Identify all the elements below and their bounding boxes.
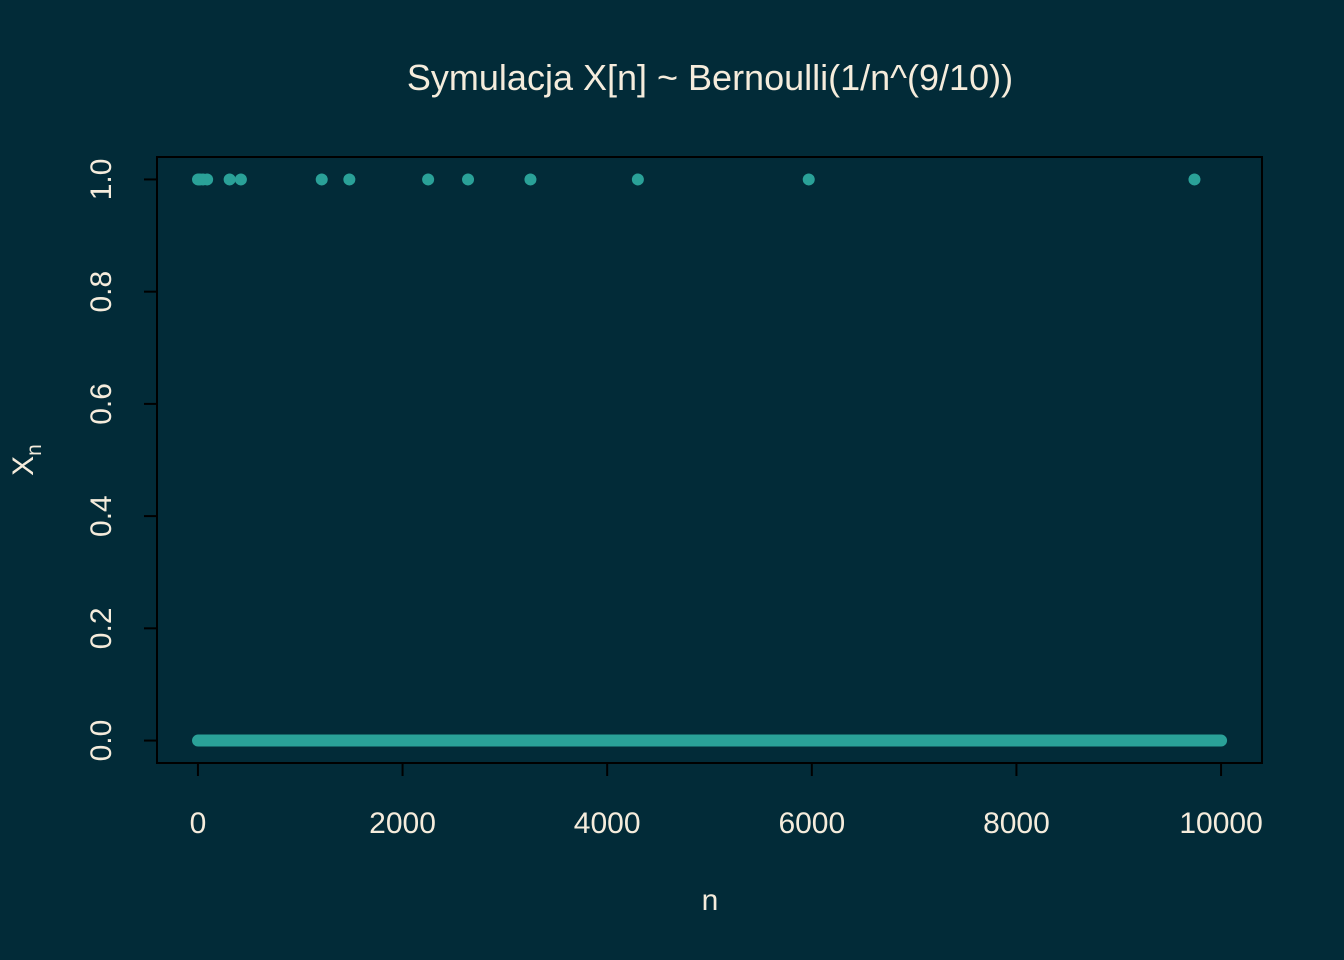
x-tick-label-5: 10000: [1179, 807, 1262, 840]
y-tick-label-5: 1.0: [85, 159, 118, 201]
x-axis-label: n: [702, 884, 719, 917]
point-one-4: [223, 173, 236, 186]
x-tick-label-1: 2000: [369, 807, 436, 840]
point-one-8: [422, 173, 435, 186]
y-tick-label-3: 0.6: [85, 383, 118, 425]
y-axis: 0.0 0.2 0.4 0.6 0.8 1.0: [85, 159, 158, 762]
point-one-12: [802, 173, 815, 186]
y-tick-label-2: 0.4: [85, 495, 118, 537]
point-one-13: [1188, 173, 1201, 186]
y-axis-label-main: X: [7, 456, 40, 476]
point-one-9: [462, 173, 475, 186]
point-one-11: [631, 173, 644, 186]
x-tick-label-4: 8000: [983, 807, 1050, 840]
svg-text:Xn: Xn: [7, 444, 46, 476]
y-tick-label-0: 0.0: [85, 720, 118, 762]
chart-title: Symulacja X[n] ~ Bernoulli(1/n^(9/10)): [407, 57, 1013, 98]
y-tick-label-1: 0.2: [85, 607, 118, 649]
y-tick-label-4: 0.8: [85, 271, 118, 313]
point-one-10: [524, 173, 537, 186]
point-one-3: [201, 173, 214, 186]
y-axis-label-subscript: n: [23, 444, 46, 456]
x-tick-label-0: 0: [190, 807, 207, 840]
point-one-5: [234, 173, 247, 186]
x-axis: 0 2000 4000 6000 8000 10000: [190, 762, 1263, 840]
x-tick-label-3: 6000: [778, 807, 845, 840]
y-axis-label: Xn: [7, 444, 46, 476]
x-tick-label-2: 4000: [574, 807, 641, 840]
data-points: [192, 173, 1228, 747]
point-one-7: [343, 173, 356, 186]
point-one-6: [315, 173, 328, 186]
